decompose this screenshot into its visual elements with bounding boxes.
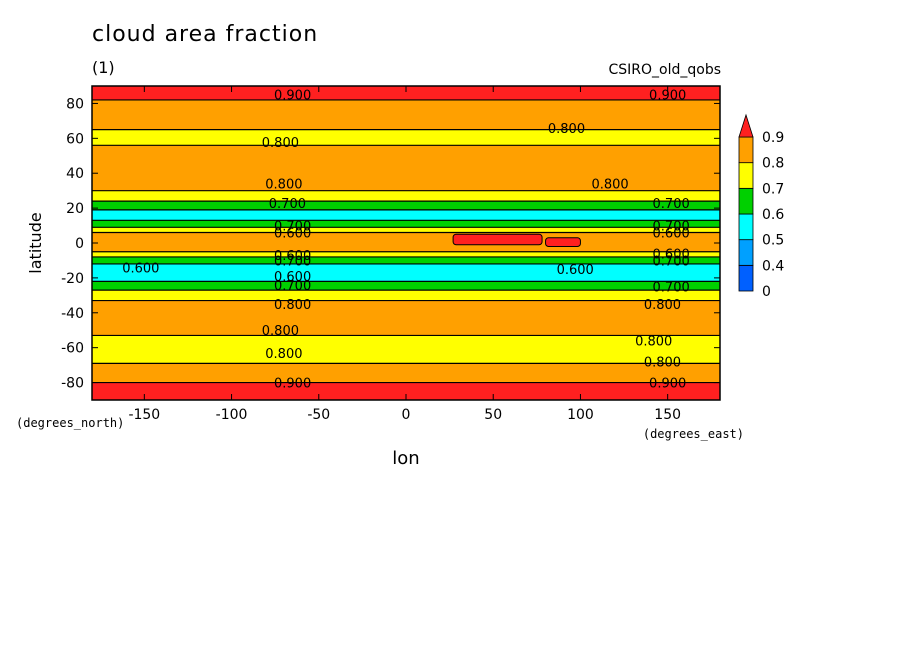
contour-band bbox=[92, 209, 720, 221]
contour-band bbox=[92, 232, 720, 252]
contour-band bbox=[92, 281, 720, 291]
contour-label: 0.800 bbox=[644, 298, 681, 313]
contour-band bbox=[92, 190, 720, 202]
contour-label: 0.800 bbox=[262, 136, 299, 151]
contour-label: 0.600 bbox=[274, 249, 311, 264]
x-tick-label: 50 bbox=[484, 407, 502, 423]
contour-band bbox=[92, 201, 720, 210]
contour-label: 0.600 bbox=[653, 227, 690, 242]
colorbar: 0.9 0.8 0.7 0.6 0.5 0.4 0 bbox=[738, 113, 784, 300]
y-tick-label: 0 bbox=[75, 236, 84, 252]
contour-patch bbox=[452, 233, 543, 246]
x-axis-ticks: -150 -100 -50 0 50 100 150 bbox=[128, 86, 681, 423]
contour-label: 0.800 bbox=[265, 178, 302, 193]
contour-label: 0.900 bbox=[274, 89, 311, 104]
colorbar-label: 0.4 bbox=[762, 258, 784, 274]
contour-label: 0.600 bbox=[274, 270, 311, 285]
contour-label: 0.800 bbox=[591, 178, 628, 193]
contour-label: 0.800 bbox=[262, 324, 299, 339]
contour-label: 0.700 bbox=[653, 197, 690, 212]
contour-band bbox=[92, 335, 720, 364]
contour-label: 0.700 bbox=[274, 220, 311, 235]
contour-band bbox=[92, 300, 720, 336]
contour-label: 0.700 bbox=[269, 197, 306, 212]
contour-patch bbox=[545, 237, 581, 247]
filled-contours bbox=[92, 86, 720, 400]
x-tick-label: -50 bbox=[307, 407, 330, 423]
contour-band bbox=[92, 290, 720, 301]
contour-label: 0.700 bbox=[653, 254, 690, 269]
contour-band bbox=[92, 363, 720, 383]
contour-label: 0.900 bbox=[649, 377, 686, 392]
contour-label: 0.800 bbox=[265, 347, 302, 362]
contour-label: 0.700 bbox=[274, 254, 311, 269]
contour-label: 0.700 bbox=[653, 220, 690, 235]
x-axis-label: lon bbox=[392, 448, 419, 469]
contour-label: 0.800 bbox=[635, 335, 672, 350]
colorbar-swatch bbox=[738, 239, 754, 266]
x-tick-label: -100 bbox=[216, 407, 248, 423]
contour-label: 0.700 bbox=[653, 281, 690, 296]
y-tick-label: 60 bbox=[66, 131, 84, 147]
contour-band bbox=[92, 256, 720, 264]
y-tick-label: -40 bbox=[61, 306, 84, 322]
contour-label: 0.800 bbox=[548, 122, 585, 137]
y-axis-ticks: 80 60 40 20 0 -20 -40 -60 -80 bbox=[61, 96, 720, 392]
x-tick-label: -150 bbox=[128, 407, 160, 423]
contour-label: 0.900 bbox=[274, 377, 311, 392]
x-tick-label: 150 bbox=[654, 407, 681, 423]
y-tick-label: -20 bbox=[61, 271, 84, 287]
colorbar-swatch bbox=[738, 264, 754, 292]
contour-label: 0.900 bbox=[649, 89, 686, 104]
colorbar-swatch bbox=[738, 187, 754, 215]
x-axis-units: (degrees_east) bbox=[643, 427, 744, 441]
colorbar-label: 0 bbox=[762, 284, 771, 300]
contour-label: 0.600 bbox=[653, 247, 690, 262]
contour-label: 0.600 bbox=[557, 263, 594, 278]
contour-band bbox=[92, 129, 720, 146]
colorbar-label: 0.7 bbox=[762, 181, 784, 197]
colorbar-swatch bbox=[738, 136, 754, 164]
dataset-label: CSIRO_old_qobs bbox=[608, 62, 721, 78]
contour-band bbox=[92, 227, 720, 233]
contour-band bbox=[92, 251, 720, 257]
contour-band bbox=[92, 145, 720, 191]
chart-title: cloud area fraction bbox=[92, 22, 319, 47]
colorbar-label: 0.8 bbox=[762, 156, 784, 172]
y-axis-units: (degrees_north) bbox=[16, 416, 124, 430]
contour-band bbox=[92, 99, 720, 130]
contour-band bbox=[92, 220, 720, 228]
colorbar-swatch bbox=[738, 213, 754, 241]
colorbar-label: 0.5 bbox=[762, 233, 784, 249]
contour-label: 0.800 bbox=[644, 356, 681, 371]
colorbar-extend-arrow bbox=[738, 113, 754, 138]
contour-band bbox=[92, 86, 720, 100]
y-axis-label: latitude bbox=[26, 212, 45, 273]
contour-label: 0.800 bbox=[274, 298, 311, 313]
colorbar-label: 0.9 bbox=[762, 130, 784, 146]
contour-band bbox=[92, 263, 720, 282]
contour-band bbox=[92, 382, 720, 400]
colorbar-swatch bbox=[738, 162, 754, 189]
contour-lines bbox=[92, 99, 720, 384]
contour-labels: 0.900 0.900 0.800 0.800 0.800 0.800 0.700 0.700… bbox=[122, 89, 690, 392]
y-tick-label: 40 bbox=[66, 166, 84, 182]
contour-label: 0.700 bbox=[274, 279, 311, 294]
contour-label: 0.600 bbox=[122, 261, 159, 276]
y-tick-label: 20 bbox=[66, 201, 84, 217]
units-label: (1) bbox=[92, 58, 115, 77]
x-tick-label: 0 bbox=[402, 407, 411, 423]
y-tick-label: -80 bbox=[61, 376, 84, 392]
colorbar-label: 0.6 bbox=[762, 207, 784, 223]
x-tick-label: 100 bbox=[567, 407, 594, 423]
y-tick-label: -60 bbox=[61, 341, 84, 357]
contour-label: 0.600 bbox=[274, 227, 311, 242]
y-tick-label: 80 bbox=[66, 96, 84, 112]
